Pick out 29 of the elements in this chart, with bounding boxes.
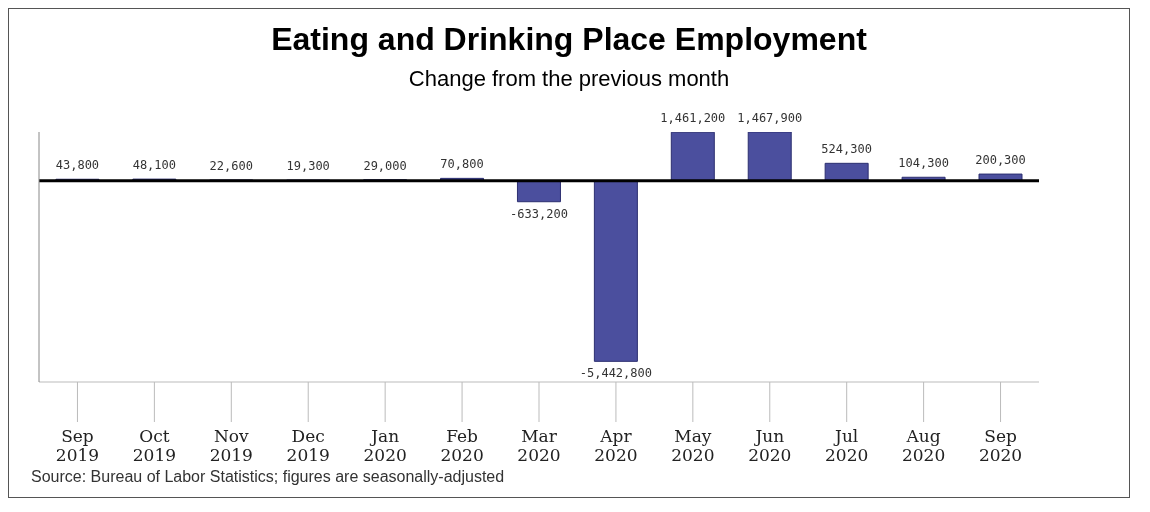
x-tick-label: Sep 2020 <box>978 426 1023 465</box>
data-label: -5,442,800 <box>579 366 653 381</box>
x-tick-label: Sep 2019 <box>55 426 100 465</box>
x-tick-label: Jul 2020 <box>825 426 869 465</box>
x-tick-label: Apr 2020 <box>594 426 638 465</box>
data-label: 43,800 <box>55 158 100 173</box>
x-tick-label: Jan 2020 <box>363 426 407 465</box>
chart-subtitle: Change from the previous month <box>407 66 731 92</box>
data-label: 104,300 <box>898 156 949 171</box>
data-label: 1,467,900 <box>737 111 803 125</box>
data-label: 200,300 <box>975 153 1026 168</box>
x-tick-label: Nov 2019 <box>209 426 253 465</box>
x-tick-label: Mar 2020 <box>517 426 561 465</box>
data-label: 22,600 <box>209 158 253 173</box>
x-tick-label: May 2020 <box>671 426 715 465</box>
x-tick-label: Feb 2020 <box>440 426 484 465</box>
data-label: 19,300 <box>286 159 330 174</box>
data-label: 48,100 <box>132 158 177 173</box>
data-label: -633,200 <box>510 206 568 221</box>
data-label: 1,461,200 <box>660 111 726 126</box>
chart-title: Eating and Drinking Place Employment <box>270 21 868 58</box>
data-label: 70,800 <box>440 157 484 172</box>
x-tick-label: Oct 2019 <box>132 426 177 465</box>
data-label: 524,300 <box>821 142 872 157</box>
data-label: 29,000 <box>363 158 407 173</box>
x-tick-label: Jun 2020 <box>748 426 792 465</box>
source-note: Source: Bureau of Labor Statistics; figures are seasonally-adjusted <box>31 468 506 486</box>
x-tick-label: Dec 2019 <box>286 426 330 465</box>
x-tick-label: Aug 2020 <box>901 426 946 465</box>
